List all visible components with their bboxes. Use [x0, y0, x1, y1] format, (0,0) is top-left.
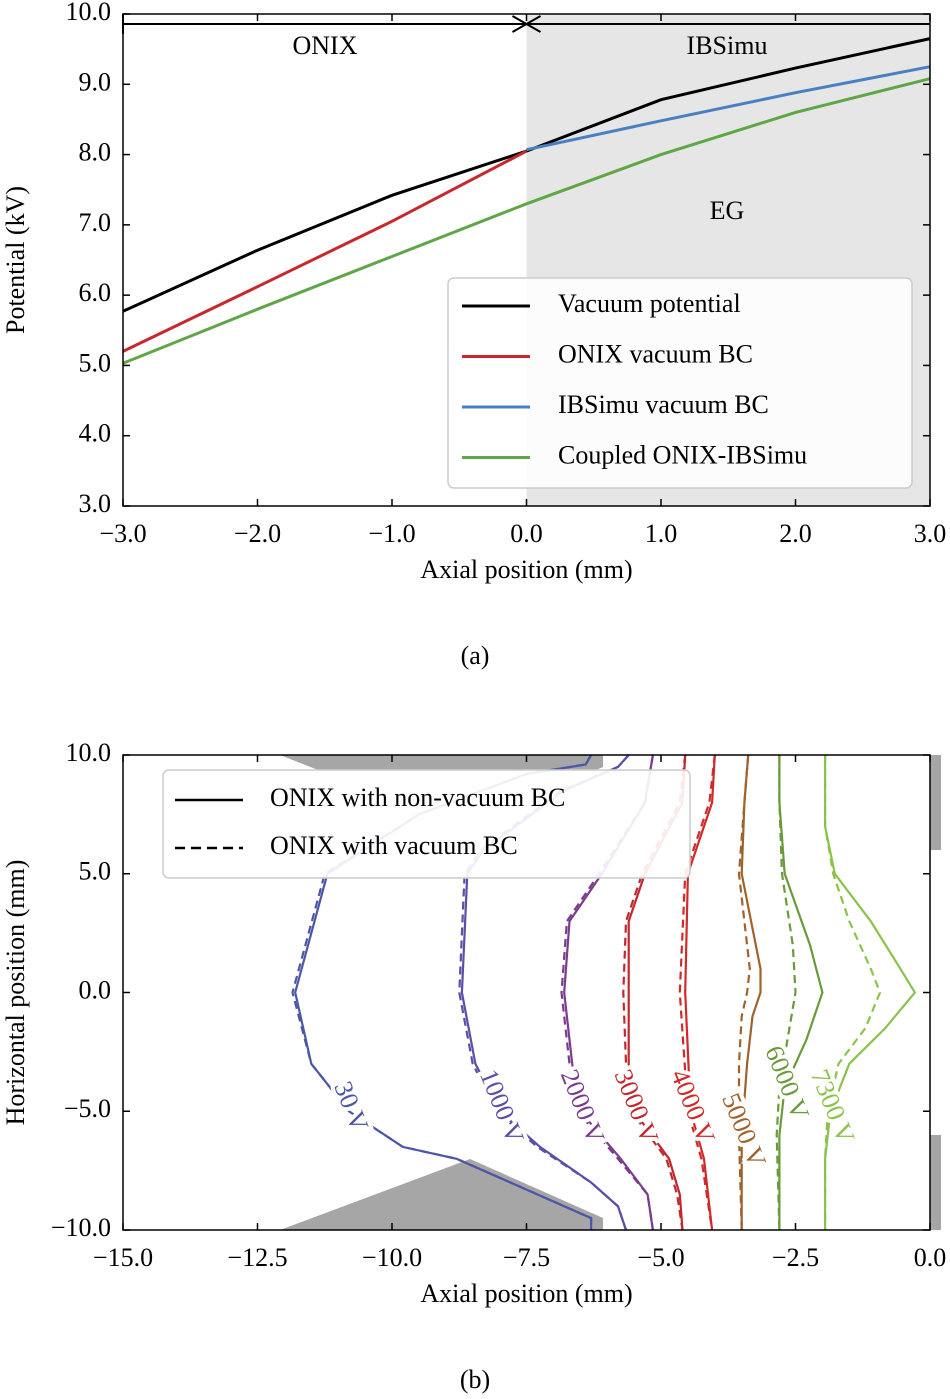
electrode	[930, 1135, 941, 1230]
y-tick-label: 5.0	[79, 857, 112, 886]
x-tick-label: −3.0	[99, 519, 146, 548]
x-axis-label: Axial position (mm)	[420, 555, 632, 584]
x-tick-label: 2.0	[779, 519, 812, 548]
caption: (a)	[461, 641, 490, 670]
legend-label: ONIX with vacuum BC	[270, 831, 518, 860]
x-tick-label: −10.0	[362, 1243, 422, 1272]
contour-dashed	[622, 754, 687, 1231]
contour-solid	[740, 754, 762, 1230]
y-tick-label: 8.0	[79, 138, 112, 167]
x-tick-label: 3.0	[914, 519, 947, 548]
y-axis-label: Horizontal position (mm)	[1, 860, 30, 1126]
caption: (b)	[460, 1365, 490, 1394]
arrow-head	[512, 15, 541, 33]
y-tick-label: 0.0	[79, 975, 112, 1004]
annotation: EG	[710, 196, 745, 225]
annotation: ONIX	[293, 31, 358, 60]
y-tick-label: 6.0	[79, 278, 112, 307]
contour-solid	[684, 754, 716, 1231]
plot-frame	[122, 754, 931, 1231]
legend-label: ONIX with non-vacuum BC	[270, 783, 565, 812]
series-line	[526, 65, 931, 152]
y-tick-label: 9.0	[79, 67, 112, 96]
y-axis-label: Potential (kV)	[1, 186, 30, 334]
legend-label: Vacuum potential	[558, 289, 741, 318]
legend-label: Coupled ONIX-IBSimu	[558, 440, 807, 469]
legend-label: IBSimu vacuum BC	[558, 390, 769, 419]
x-tick-label: −2.5	[772, 1243, 819, 1272]
electrode	[280, 1159, 603, 1230]
contour-dashed	[678, 754, 716, 1231]
y-tick-label: 7.0	[79, 208, 112, 237]
contour-solid	[824, 755, 917, 1230]
y-tick-label: 10.0	[66, 738, 112, 767]
x-tick-label: −2.0	[234, 519, 281, 548]
y-tick-label: 4.0	[79, 419, 112, 448]
annotation: IBSimu	[687, 31, 768, 60]
series-line	[122, 77, 931, 365]
y-tick-label: 3.0	[79, 489, 112, 518]
x-tick-label: 1.0	[645, 519, 678, 548]
y-tick-label: −5.0	[64, 1094, 111, 1123]
x-tick-label: −12.5	[227, 1243, 287, 1272]
plot-frame	[122, 13, 931, 507]
legend-label: ONIX vacuum BC	[558, 339, 753, 368]
x-tick-label: −7.5	[503, 1243, 550, 1272]
x-tick-label: 0.0	[914, 1243, 947, 1272]
contour-solid	[778, 755, 824, 1230]
contour-dashed	[824, 755, 882, 1230]
y-tick-label: −10.0	[51, 1213, 111, 1242]
x-tick-label: −15.0	[93, 1243, 153, 1272]
electrode	[280, 755, 603, 770]
legend-box	[447, 277, 913, 489]
x-tick-label: −1.0	[368, 519, 415, 548]
x-axis-label: Axial position (mm)	[420, 1279, 632, 1308]
series-line	[122, 149, 528, 353]
y-tick-label: 10.0	[66, 0, 112, 26]
x-tick-label: 0.0	[510, 519, 543, 548]
legend-box	[162, 769, 691, 879]
electrode	[930, 755, 941, 850]
x-tick-label: −5.0	[637, 1243, 684, 1272]
y-tick-label: 5.0	[79, 348, 112, 377]
